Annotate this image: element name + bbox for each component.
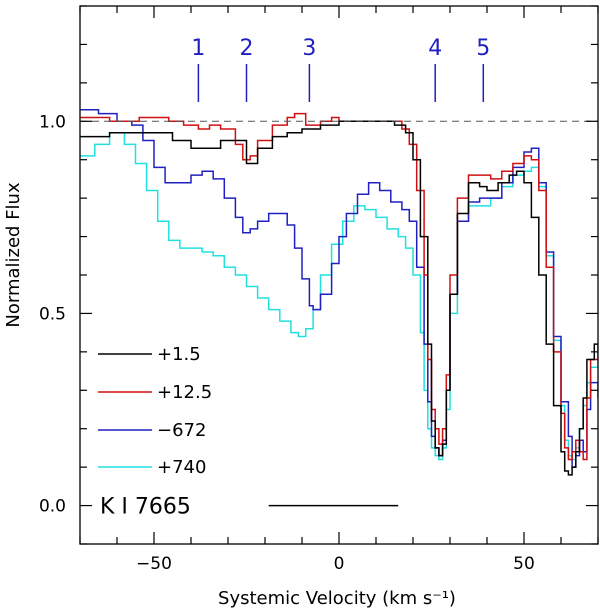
x-tick-label: 50 <box>513 554 535 574</box>
component-label-3: 3 <box>302 36 316 61</box>
y-tick-label: 0.0 <box>39 497 66 517</box>
x-tick-label: 0 <box>334 554 345 574</box>
y-tick-label: 1.0 <box>39 112 66 132</box>
component-markers: 1 2 3 4 5 <box>191 36 490 102</box>
x-tick-label: −50 <box>136 554 172 574</box>
axes-layer <box>79 5 599 545</box>
series-line-2 <box>80 109 598 468</box>
component-label-4: 4 <box>428 36 442 61</box>
line-id-label: K I 7665 <box>100 495 191 520</box>
legend-label-2: −672 <box>157 420 206 441</box>
y-axis-title: Normalized Flux <box>3 182 24 328</box>
component-label-5: 5 <box>476 36 490 61</box>
legend: +1.5 +12.5 −672 +740 <box>98 344 212 478</box>
legend-label-1: +12.5 <box>157 382 212 403</box>
component-label-2: 2 <box>240 36 254 61</box>
series-line-1 <box>80 112 598 461</box>
series-layer <box>80 109 598 476</box>
component-label-1: 1 <box>191 36 205 61</box>
legend-label-3: +740 <box>157 457 206 478</box>
x-axis-title: Systemic Velocity (km s⁻¹) <box>218 588 456 608</box>
text-layer: −50 0 50 0.0 0.5 1.0 Systemic Velocity (km s⁻¹… <box>3 112 535 608</box>
series-line-0 <box>80 120 598 476</box>
series-line-3 <box>80 132 598 461</box>
legend-label-0: +1.5 <box>157 344 201 365</box>
y-tick-label: 0.5 <box>39 304 66 324</box>
